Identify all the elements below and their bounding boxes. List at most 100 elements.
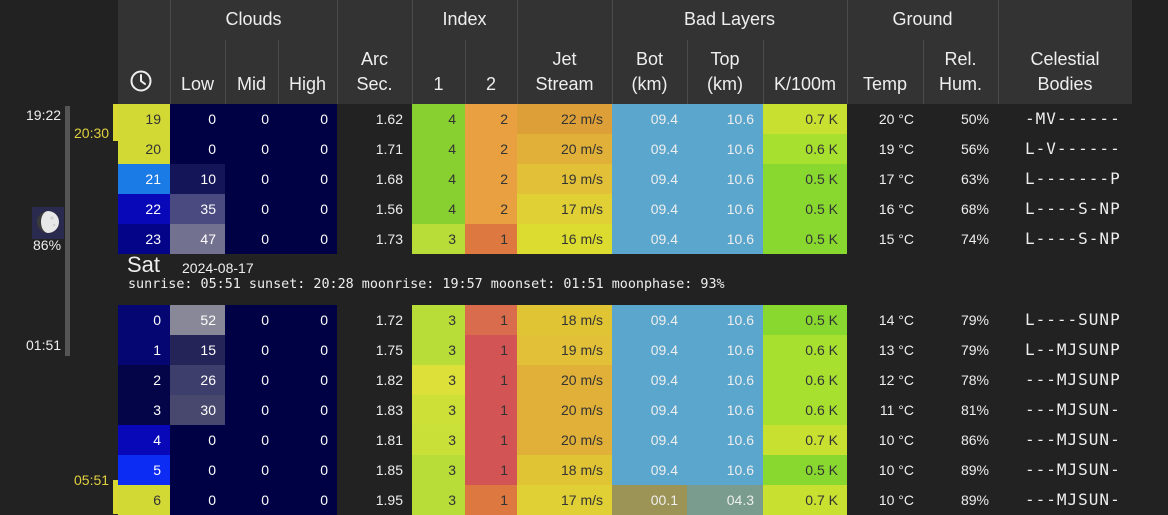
header-bot[interactable]: Bot (km) bbox=[631, 49, 668, 94]
header-arc-sec[interactable]: Arc Sec. bbox=[356, 49, 393, 94]
cell-low: 15 bbox=[170, 335, 225, 365]
cell-jet: 17 m/s bbox=[517, 485, 612, 515]
cell-jet: 20 m/s bbox=[517, 395, 612, 425]
table-row[interactable]: 6 0 0 0 1.95 3 1 17 m/s 00.1 04.3 0.7 K 10 °C 89% ---… bbox=[118, 485, 1132, 515]
cell-low: 0 bbox=[170, 455, 225, 485]
sun-tick-evening bbox=[113, 104, 118, 141]
table-row[interactable]: 3 30 0 0 1.83 3 1 20 m/s 09.4 10.6 0.6 K 11 °C 81% --… bbox=[118, 395, 1132, 425]
table-row[interactable]: 23 47 0 0 1.73 3 1 16 m/s 09.4 10.6 0.5 K 15 °C 74% L… bbox=[118, 224, 1132, 254]
header-index-1[interactable]: 1 bbox=[433, 74, 444, 94]
cell-arc: 1.72 bbox=[337, 305, 412, 335]
cell-hour: 0 bbox=[118, 305, 170, 335]
header-index-2[interactable]: 2 bbox=[485, 74, 496, 94]
cell-low: 52 bbox=[170, 305, 225, 335]
cell-top: 04.3 bbox=[687, 485, 763, 515]
cell-arc: 1.62 bbox=[337, 104, 412, 134]
table-row[interactable]: 5 0 0 0 1.85 3 1 18 m/s 09.4 10.6 0.5 K 10 °C 89% ---… bbox=[118, 455, 1132, 485]
cell-arc: 1.81 bbox=[337, 425, 412, 455]
cell-mid: 0 bbox=[225, 335, 278, 365]
time-label-0551: 05:51 bbox=[74, 472, 110, 488]
header-jet-stream[interactable]: Jet Stream bbox=[535, 49, 594, 94]
cell-k: 0.5 K bbox=[763, 305, 847, 335]
cell-hour: 20 bbox=[118, 134, 170, 164]
cell-top: 10.6 bbox=[687, 164, 763, 194]
cell-arc: 1.73 bbox=[337, 224, 412, 254]
cell-temp: 13 °C bbox=[847, 335, 923, 365]
cell-high: 0 bbox=[278, 395, 337, 425]
cell-mid: 0 bbox=[225, 485, 278, 515]
cell-high: 0 bbox=[278, 194, 337, 224]
cell-mid: 0 bbox=[225, 425, 278, 455]
header-high[interactable]: High bbox=[288, 74, 327, 94]
cell-bot: 09.4 bbox=[612, 425, 687, 455]
header-bad-layers: Bad Layers bbox=[683, 9, 776, 29]
table-row[interactable]: 19 0 0 0 1.62 4 2 22 m/s 09.4 10.6 0.7 K 20 °C 50% -M… bbox=[118, 104, 1132, 134]
cell-hum: 81% bbox=[923, 395, 998, 425]
cell-top: 10.6 bbox=[687, 395, 763, 425]
cell-bot: 00.1 bbox=[612, 485, 687, 515]
cell-arc: 1.95 bbox=[337, 485, 412, 515]
cell-bot: 09.4 bbox=[612, 305, 687, 335]
cell-high: 0 bbox=[278, 164, 337, 194]
cell-i2: 2 bbox=[465, 104, 517, 134]
cell-hour: 22 bbox=[118, 194, 170, 224]
cell-jet: 22 m/s bbox=[517, 104, 612, 134]
cell-cel: L-V------ bbox=[998, 134, 1132, 164]
table-row[interactable]: 2 26 0 0 1.82 3 1 20 m/s 09.4 10.6 0.6 K 12 °C 78% --… bbox=[118, 365, 1132, 395]
cell-high: 0 bbox=[278, 224, 337, 254]
cell-cel: -MV------ bbox=[998, 104, 1132, 134]
cell-k: 0.7 K bbox=[763, 425, 847, 455]
day-header-sat: Sat 2024-08-17 sunrise: 05:51 sunset: 20… bbox=[118, 248, 1132, 296]
cell-hum: 74% bbox=[923, 224, 998, 254]
table-row[interactable]: 20 0 0 0 1.71 4 2 20 m/s 09.4 10.6 0.6 K 19 °C 56% L-… bbox=[118, 134, 1132, 164]
table-row[interactable]: 1 15 0 0 1.75 3 1 19 m/s 09.4 10.6 0.6 K 13 °C 79% L-… bbox=[118, 335, 1132, 365]
cell-temp: 10 °C bbox=[847, 485, 923, 515]
header-top[interactable]: Top (km) bbox=[707, 49, 743, 94]
cell-cel: L----S-NP bbox=[998, 224, 1132, 254]
cell-bot: 09.4 bbox=[612, 104, 687, 134]
header-temp[interactable]: Temp bbox=[862, 74, 907, 94]
cell-arc: 1.82 bbox=[337, 365, 412, 395]
header-rel-hum[interactable]: Rel. Hum. bbox=[938, 49, 982, 94]
cell-cel: L--MJSUNP bbox=[998, 335, 1132, 365]
cell-temp: 17 °C bbox=[847, 164, 923, 194]
cell-mid: 0 bbox=[225, 365, 278, 395]
cell-top: 10.6 bbox=[687, 104, 763, 134]
cell-temp: 14 °C bbox=[847, 305, 923, 335]
cell-hour: 2 bbox=[118, 365, 170, 395]
header-k100m[interactable]: K/100m bbox=[773, 74, 837, 94]
cell-temp: 16 °C bbox=[847, 194, 923, 224]
header-ground: Ground bbox=[892, 9, 953, 29]
header-low[interactable]: Low bbox=[180, 74, 215, 94]
cell-i1: 3 bbox=[412, 425, 465, 455]
cell-jet: 18 m/s bbox=[517, 305, 612, 335]
cell-arc: 1.68 bbox=[337, 164, 412, 194]
cell-cel: ---MJSUNP bbox=[998, 365, 1132, 395]
cell-hour: 21 bbox=[118, 164, 170, 194]
cell-arc: 1.83 bbox=[337, 395, 412, 425]
cell-cel: L-------P bbox=[998, 164, 1132, 194]
table-row[interactable]: 0 52 0 0 1.72 3 1 18 m/s 09.4 10.6 0.5 K 14 °C 79% L-… bbox=[118, 305, 1132, 335]
cell-i1: 3 bbox=[412, 365, 465, 395]
cell-cel: ---MJSUN- bbox=[998, 395, 1132, 425]
cell-i1: 3 bbox=[412, 224, 465, 254]
cell-i2: 2 bbox=[465, 134, 517, 164]
cell-bot: 09.4 bbox=[612, 224, 687, 254]
cell-mid: 0 bbox=[225, 455, 278, 485]
cell-cel: ---MJSUN- bbox=[998, 485, 1132, 515]
cell-low: 30 bbox=[170, 395, 225, 425]
cell-arc: 1.85 bbox=[337, 455, 412, 485]
table-row[interactable]: 21 10 0 0 1.68 4 2 19 m/s 09.4 10.6 0.5 K 17 °C 63% L… bbox=[118, 164, 1132, 194]
header-mid[interactable]: Mid bbox=[236, 74, 266, 94]
cell-hum: 50% bbox=[923, 104, 998, 134]
table-row[interactable]: 22 35 0 0 1.56 4 2 17 m/s 09.4 10.6 0.5 K 16 °C 68% L… bbox=[118, 194, 1132, 224]
time-label-0151: 01:51 bbox=[26, 337, 62, 353]
cell-high: 0 bbox=[278, 485, 337, 515]
cell-bot: 09.4 bbox=[612, 455, 687, 485]
cell-high: 0 bbox=[278, 134, 337, 164]
cell-bot: 09.4 bbox=[612, 395, 687, 425]
table-row[interactable]: 4 0 0 0 1.81 3 1 20 m/s 09.4 10.6 0.7 K 10 °C 86% ---… bbox=[118, 425, 1132, 455]
cell-high: 0 bbox=[278, 455, 337, 485]
cell-high: 0 bbox=[278, 425, 337, 455]
header-celestial-bodies[interactable]: Celestial Bodies bbox=[1030, 49, 1100, 94]
